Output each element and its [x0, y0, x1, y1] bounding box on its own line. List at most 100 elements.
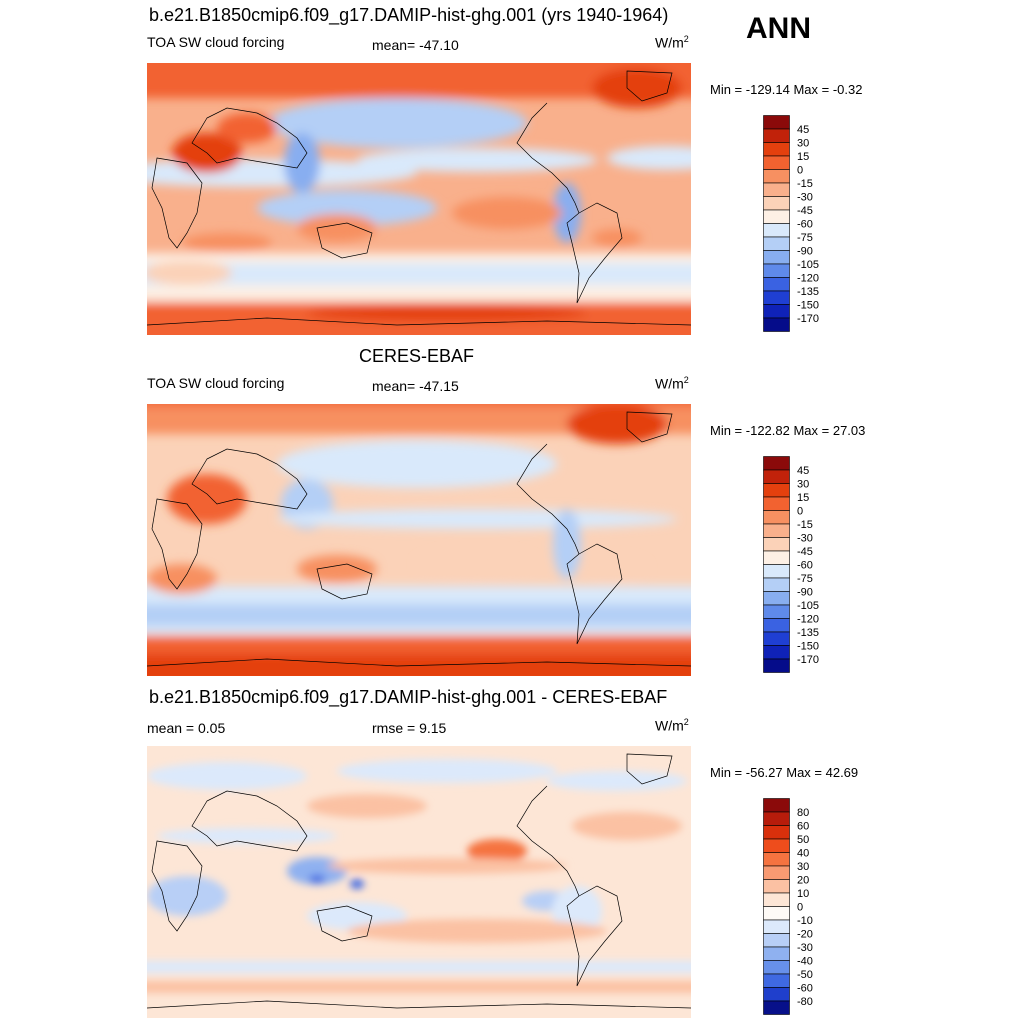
colorbar-swatch — [763, 591, 790, 606]
colorbar-swatch — [763, 304, 790, 319]
panel-2-units: W/m2 — [655, 375, 689, 392]
colorbar-tick-label: -30 — [797, 533, 813, 545]
colorbar-swatch — [763, 209, 790, 224]
colorbar-tick-label: -45 — [797, 205, 813, 217]
panel-1-title: b.e21.B1850cmip6.f09_g17.DAMIP-hist-ghg.… — [149, 5, 669, 25]
colorbar-swatch — [763, 128, 790, 143]
colorbar-tick-label: 80 — [797, 807, 809, 819]
colorbar-tick-label: 50 — [797, 834, 809, 846]
colorbar-tick-label: 10 — [797, 888, 809, 900]
colorbar-swatch — [763, 892, 790, 907]
colorbar-tick-label: -120 — [797, 614, 819, 626]
panel-2-variable-label: TOA SW cloud forcing — [147, 375, 285, 391]
colorbar-tick-label: -90 — [797, 246, 813, 258]
colorbar-tick-label: -150 — [797, 300, 819, 312]
colorbar-tick-label: 40 — [797, 848, 809, 860]
colorbar-tick-label: -150 — [797, 641, 819, 653]
colorbar-swatch — [763, 1000, 790, 1015]
colorbar-tick-label: 0 — [797, 506, 803, 518]
colorbar-swatch — [763, 169, 790, 184]
colorbar-swatch — [763, 852, 790, 867]
panel-1-map — [147, 63, 691, 335]
colorbar-swatch — [763, 483, 790, 498]
colorbar-tick-label: -50 — [797, 969, 813, 981]
colorbar-tick-label: -170 — [797, 654, 819, 666]
season-label: ANN — [746, 12, 811, 45]
colorbar-swatch — [763, 115, 790, 130]
colorbar-swatch — [763, 277, 790, 292]
panel-3-rmse-label: rmse = 9.15 — [372, 720, 447, 736]
colorbar-swatch — [763, 523, 790, 538]
colorbar-swatch — [763, 142, 790, 157]
colorbar-tick-label: 15 — [797, 151, 809, 163]
colorbar-swatch — [763, 825, 790, 840]
panel-1-mean-label: mean= -47.10 — [372, 37, 459, 53]
colorbar-swatch — [763, 317, 790, 332]
colorbar-swatch — [763, 645, 790, 660]
colorbar-tick-label: 30 — [797, 861, 809, 873]
colorbar-tick-label: -15 — [797, 178, 813, 190]
colorbar-tick-label: -90 — [797, 587, 813, 599]
colorbar-tick-label: 20 — [797, 875, 809, 887]
panel-3-title: b.e21.B1850cmip6.f09_g17.DAMIP-hist-ghg.… — [149, 687, 668, 707]
colorbar-swatch — [763, 155, 790, 170]
colorbar-swatch — [763, 987, 790, 1002]
colorbar-swatch — [763, 564, 790, 579]
colorbar-swatch — [763, 933, 790, 948]
colorbar-swatch — [763, 550, 790, 565]
colorbar-swatch — [763, 537, 790, 552]
colorbar-swatch — [763, 469, 790, 484]
colorbar-swatch — [763, 618, 790, 633]
colorbar-tick-label: -10 — [797, 915, 813, 927]
panel-1-minmax: Min = -129.14 Max = -0.32 — [710, 82, 863, 97]
panel-1-units: W/m2 — [655, 34, 689, 51]
colorbar-tick-label: -30 — [797, 942, 813, 954]
panel-3-map — [147, 746, 691, 1018]
colorbar-tick-label: 30 — [797, 138, 809, 150]
colorbar-swatch — [763, 263, 790, 278]
colorbar-tick-label: -40 — [797, 956, 813, 968]
colorbar-tick-label: -105 — [797, 600, 819, 612]
colorbar-swatch — [763, 838, 790, 853]
colorbar-swatch — [763, 946, 790, 961]
colorbar-swatch — [763, 182, 790, 197]
colorbar-tick-label: 60 — [797, 821, 809, 833]
colorbar-swatch — [763, 811, 790, 826]
colorbar-tick-label: -15 — [797, 519, 813, 531]
colorbar-tick-label: -60 — [797, 219, 813, 231]
colorbar-tick-label: 15 — [797, 492, 809, 504]
colorbar-tick-label: -135 — [797, 286, 819, 298]
colorbar-swatch — [763, 631, 790, 646]
colorbar-swatch — [763, 798, 790, 813]
panel-2-map — [147, 404, 691, 676]
colorbar-swatch — [763, 879, 790, 894]
panel-3-minmax: Min = -56.27 Max = 42.69 — [710, 765, 859, 780]
panel-2-title: CERES-EBAF — [359, 346, 475, 366]
colorbar-tick-label: -45 — [797, 546, 813, 558]
colorbar-swatch — [763, 290, 790, 305]
colorbar-swatch — [763, 496, 790, 511]
colorbar-tick-label: -80 — [797, 996, 813, 1008]
colorbar-tick-label: -75 — [797, 232, 813, 244]
colorbar-swatch — [763, 196, 790, 211]
colorbar-swatch — [763, 919, 790, 934]
colorbar-swatch — [763, 223, 790, 238]
colorbar-swatch — [763, 456, 790, 471]
colorbar-tick-label: 0 — [797, 902, 803, 914]
colorbar-tick-label: -170 — [797, 313, 819, 325]
panel-3-units: W/m2 — [655, 717, 689, 734]
panel-2-mean-label: mean= -47.15 — [372, 378, 459, 394]
colorbar-tick-label: -120 — [797, 273, 819, 285]
colorbar-tick-label: -60 — [797, 983, 813, 995]
colorbar-tick-label: 30 — [797, 479, 809, 491]
colorbar-swatch — [763, 973, 790, 988]
colorbar-tick-label: 45 — [797, 465, 809, 477]
colorbar-tick-label: -60 — [797, 560, 813, 572]
colorbar-swatch — [763, 865, 790, 880]
colorbar-swatch — [763, 604, 790, 619]
colorbar-swatch — [763, 906, 790, 921]
colorbar-tick-label: -75 — [797, 573, 813, 585]
colorbar-swatch — [763, 658, 790, 673]
